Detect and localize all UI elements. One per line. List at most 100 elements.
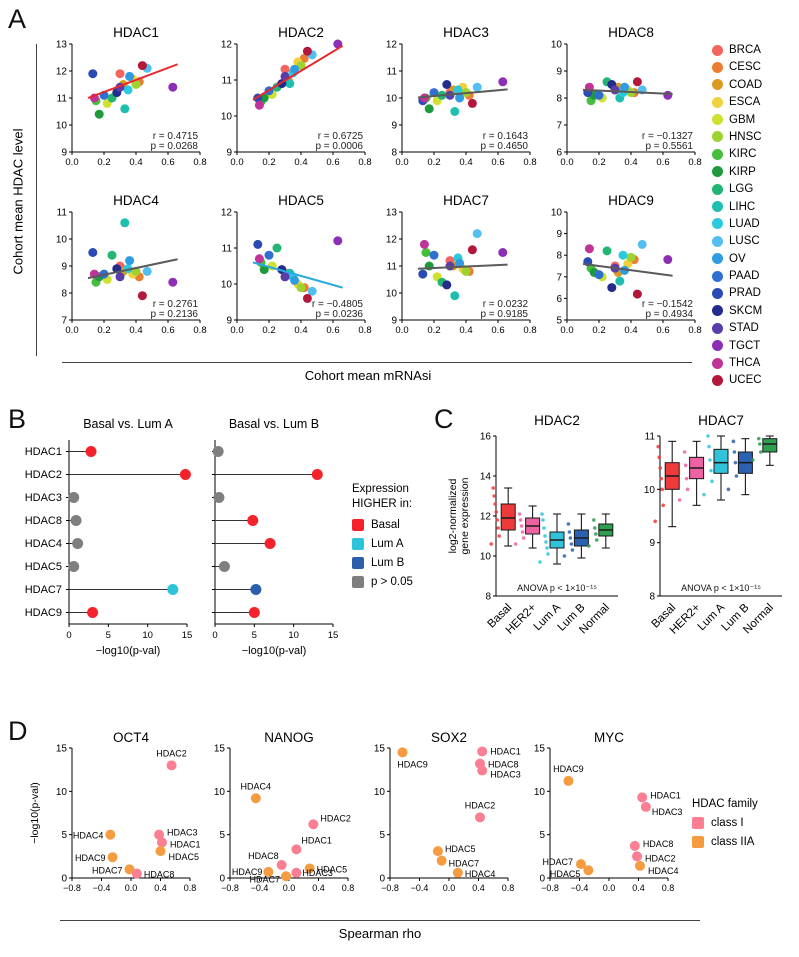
panel-c-plot-1: HDAC2 8 10 12 14 16 Basal HER2+ Lum A Lum B Normal… (447, 412, 630, 652)
svg-text:10: 10 (288, 630, 299, 641)
svg-text:0.0: 0.0 (443, 883, 456, 893)
svg-text:0.6: 0.6 (326, 157, 339, 168)
legend-label: Basal (371, 518, 400, 531)
svg-text:15: 15 (374, 744, 386, 755)
legend-item-ucec: UCEC (712, 374, 762, 386)
cohort-name: BRCA (729, 44, 761, 56)
svg-text:0.0: 0.0 (65, 325, 78, 336)
svg-text:10: 10 (534, 787, 546, 798)
point-label: HDAC3 (167, 828, 198, 838)
svg-text:8: 8 (556, 251, 562, 262)
svg-text:10: 10 (221, 112, 233, 123)
point-label: HDAC8 (643, 839, 674, 849)
legend-item-thca: THCA (712, 357, 762, 369)
cohort-name: LGG (729, 183, 754, 196)
point-label: HDAC3 (302, 868, 333, 878)
svg-text:10: 10 (480, 552, 492, 563)
svg-text:0.4: 0.4 (294, 325, 307, 336)
svg-text:5: 5 (252, 630, 257, 641)
point-label: HDAC1 (170, 839, 201, 849)
svg-text:0.4: 0.4 (624, 325, 637, 336)
svg-text:10: 10 (56, 235, 68, 246)
svg-text:p = 0.5561: p = 0.5561 (645, 141, 693, 152)
svg-text:0.0: 0.0 (560, 325, 573, 336)
cohort-name: PAAD (729, 270, 760, 283)
scatter-sox2: SOX2 −0.8 −0.4 0.0 0.4 0.8 0 5 10 15 HDAC9 HDAC1 HDA… (374, 730, 521, 893)
legend-item-tgct: TGCT (712, 340, 762, 352)
svg-text:5: 5 (219, 830, 225, 841)
lollipop-2: Basal vs. Lum B 0 5 10 15 −log10(p-val) (212, 417, 338, 657)
cohort-name: PRAD (729, 287, 761, 300)
svg-text:0.8: 0.8 (342, 883, 355, 893)
cohort-color-dot (712, 131, 723, 143)
cohort-color-dot (712, 235, 723, 247)
svg-text:0.0: 0.0 (230, 157, 243, 168)
svg-text:p = 0.0268: p = 0.0268 (150, 141, 198, 152)
cohort-name: COAD (729, 78, 763, 91)
panel-d-plot-2: NANOG −0.8 −0.4 0.0 0.4 0.8 0 5 10 15 HDAC4 HDAC2 HD… (202, 730, 358, 914)
svg-text:0.4: 0.4 (624, 157, 637, 168)
svg-text:0.0: 0.0 (65, 157, 78, 168)
cohort-name: TGCT (729, 339, 761, 352)
cohort-name: THCA (729, 357, 761, 370)
plot-title: MYC (594, 730, 624, 745)
point-label: HDAC3 (490, 770, 521, 780)
svg-text:−0.8: −0.8 (381, 883, 399, 893)
legend-color-swatch (352, 518, 364, 531)
panel-a-x-axis-label: Cohort mean mRNAsi (304, 368, 432, 383)
svg-text:0.0: 0.0 (230, 325, 243, 336)
plot-title: HDAC4 (113, 193, 159, 208)
scatter-hdac9: HDAC9 0.0 0.2 0.4 0.6 0.8 5 6 7 8 9 10 r = −0.1542p … (551, 193, 702, 336)
point-label: HDAC1 (490, 746, 521, 756)
cohort-name: CESC (729, 61, 761, 74)
panel-a-y-axis-line (36, 44, 37, 356)
svg-text:9: 9 (391, 316, 397, 327)
svg-text:−log10(p-val): −log10(p-val) (242, 645, 307, 657)
legend-item-esca: ESCA (712, 96, 762, 108)
svg-text:0.2: 0.2 (97, 157, 110, 168)
legend-item: p > 0.05 (352, 575, 413, 588)
panel-b-plot-2: Basal vs. Lum B 0 5 10 15 −log10(p-val) (203, 414, 345, 664)
svg-text:HDAC8: HDAC8 (25, 515, 62, 527)
svg-text:12: 12 (480, 512, 492, 523)
svg-text:0.2: 0.2 (262, 325, 275, 336)
svg-text:9: 9 (226, 316, 232, 327)
svg-text:9: 9 (391, 121, 397, 132)
cohort-name: UCEC (729, 374, 762, 387)
svg-text:HDAC5: HDAC5 (25, 561, 62, 573)
svg-text:HDAC7: HDAC7 (25, 584, 62, 596)
scatter-nanog: NANOG −0.8 −0.4 0.0 0.4 0.8 0 5 10 15 HDAC4 HDAC2 HD… (214, 730, 355, 893)
panel-d-plot-3: SOX2 −0.8 −0.4 0.0 0.4 0.8 0 5 10 15 HDAC9 HDAC1 HDA… (362, 730, 521, 914)
svg-text:HDAC4: HDAC4 (25, 538, 62, 550)
legend-title: Expression HIGHER in: (352, 483, 413, 510)
svg-text:7: 7 (61, 316, 67, 327)
svg-text:0.8: 0.8 (688, 157, 701, 168)
hdac-family-legend: HDAC family class I class IIA (692, 798, 758, 848)
legend-item-lusc: LUSC (712, 235, 762, 247)
cohort-color-dot (712, 79, 723, 91)
plot-title: HDAC1 (113, 25, 159, 40)
legend-item-paad: PAAD (712, 270, 762, 282)
cohort-name: ESCA (729, 96, 761, 109)
legend-color-swatch (692, 836, 704, 848)
scatter-myc: MYC −0.8 −0.4 0.0 0.4 0.8 0 5 10 15 HDAC9 HDAC1 HDAC… (534, 730, 683, 893)
plot-title: NANOG (264, 730, 314, 745)
panel-c-label: C (434, 404, 454, 434)
cohort-color-dot (712, 253, 723, 265)
svg-text:−0.8: −0.8 (541, 883, 559, 893)
svg-text:9: 9 (226, 148, 232, 159)
legend-label: Lum A (371, 537, 404, 550)
svg-text:0: 0 (219, 874, 225, 885)
cohort-color-dot (712, 201, 723, 213)
plot-title: HDAC5 (278, 193, 324, 208)
lollipop-1: Basal vs. Lum A 0 5 10 15 −log10(p-val) HDAC1 H… (25, 417, 193, 657)
svg-text:0.0: 0.0 (125, 883, 138, 893)
legend-label: p > 0.05 (371, 575, 413, 588)
legend-item: Basal (352, 518, 413, 531)
svg-text:0.6: 0.6 (161, 157, 174, 168)
svg-text:p = 0.0236: p = 0.0236 (315, 309, 363, 320)
svg-text:−0.4: −0.4 (571, 883, 589, 893)
cohort-color-dot (712, 61, 723, 73)
